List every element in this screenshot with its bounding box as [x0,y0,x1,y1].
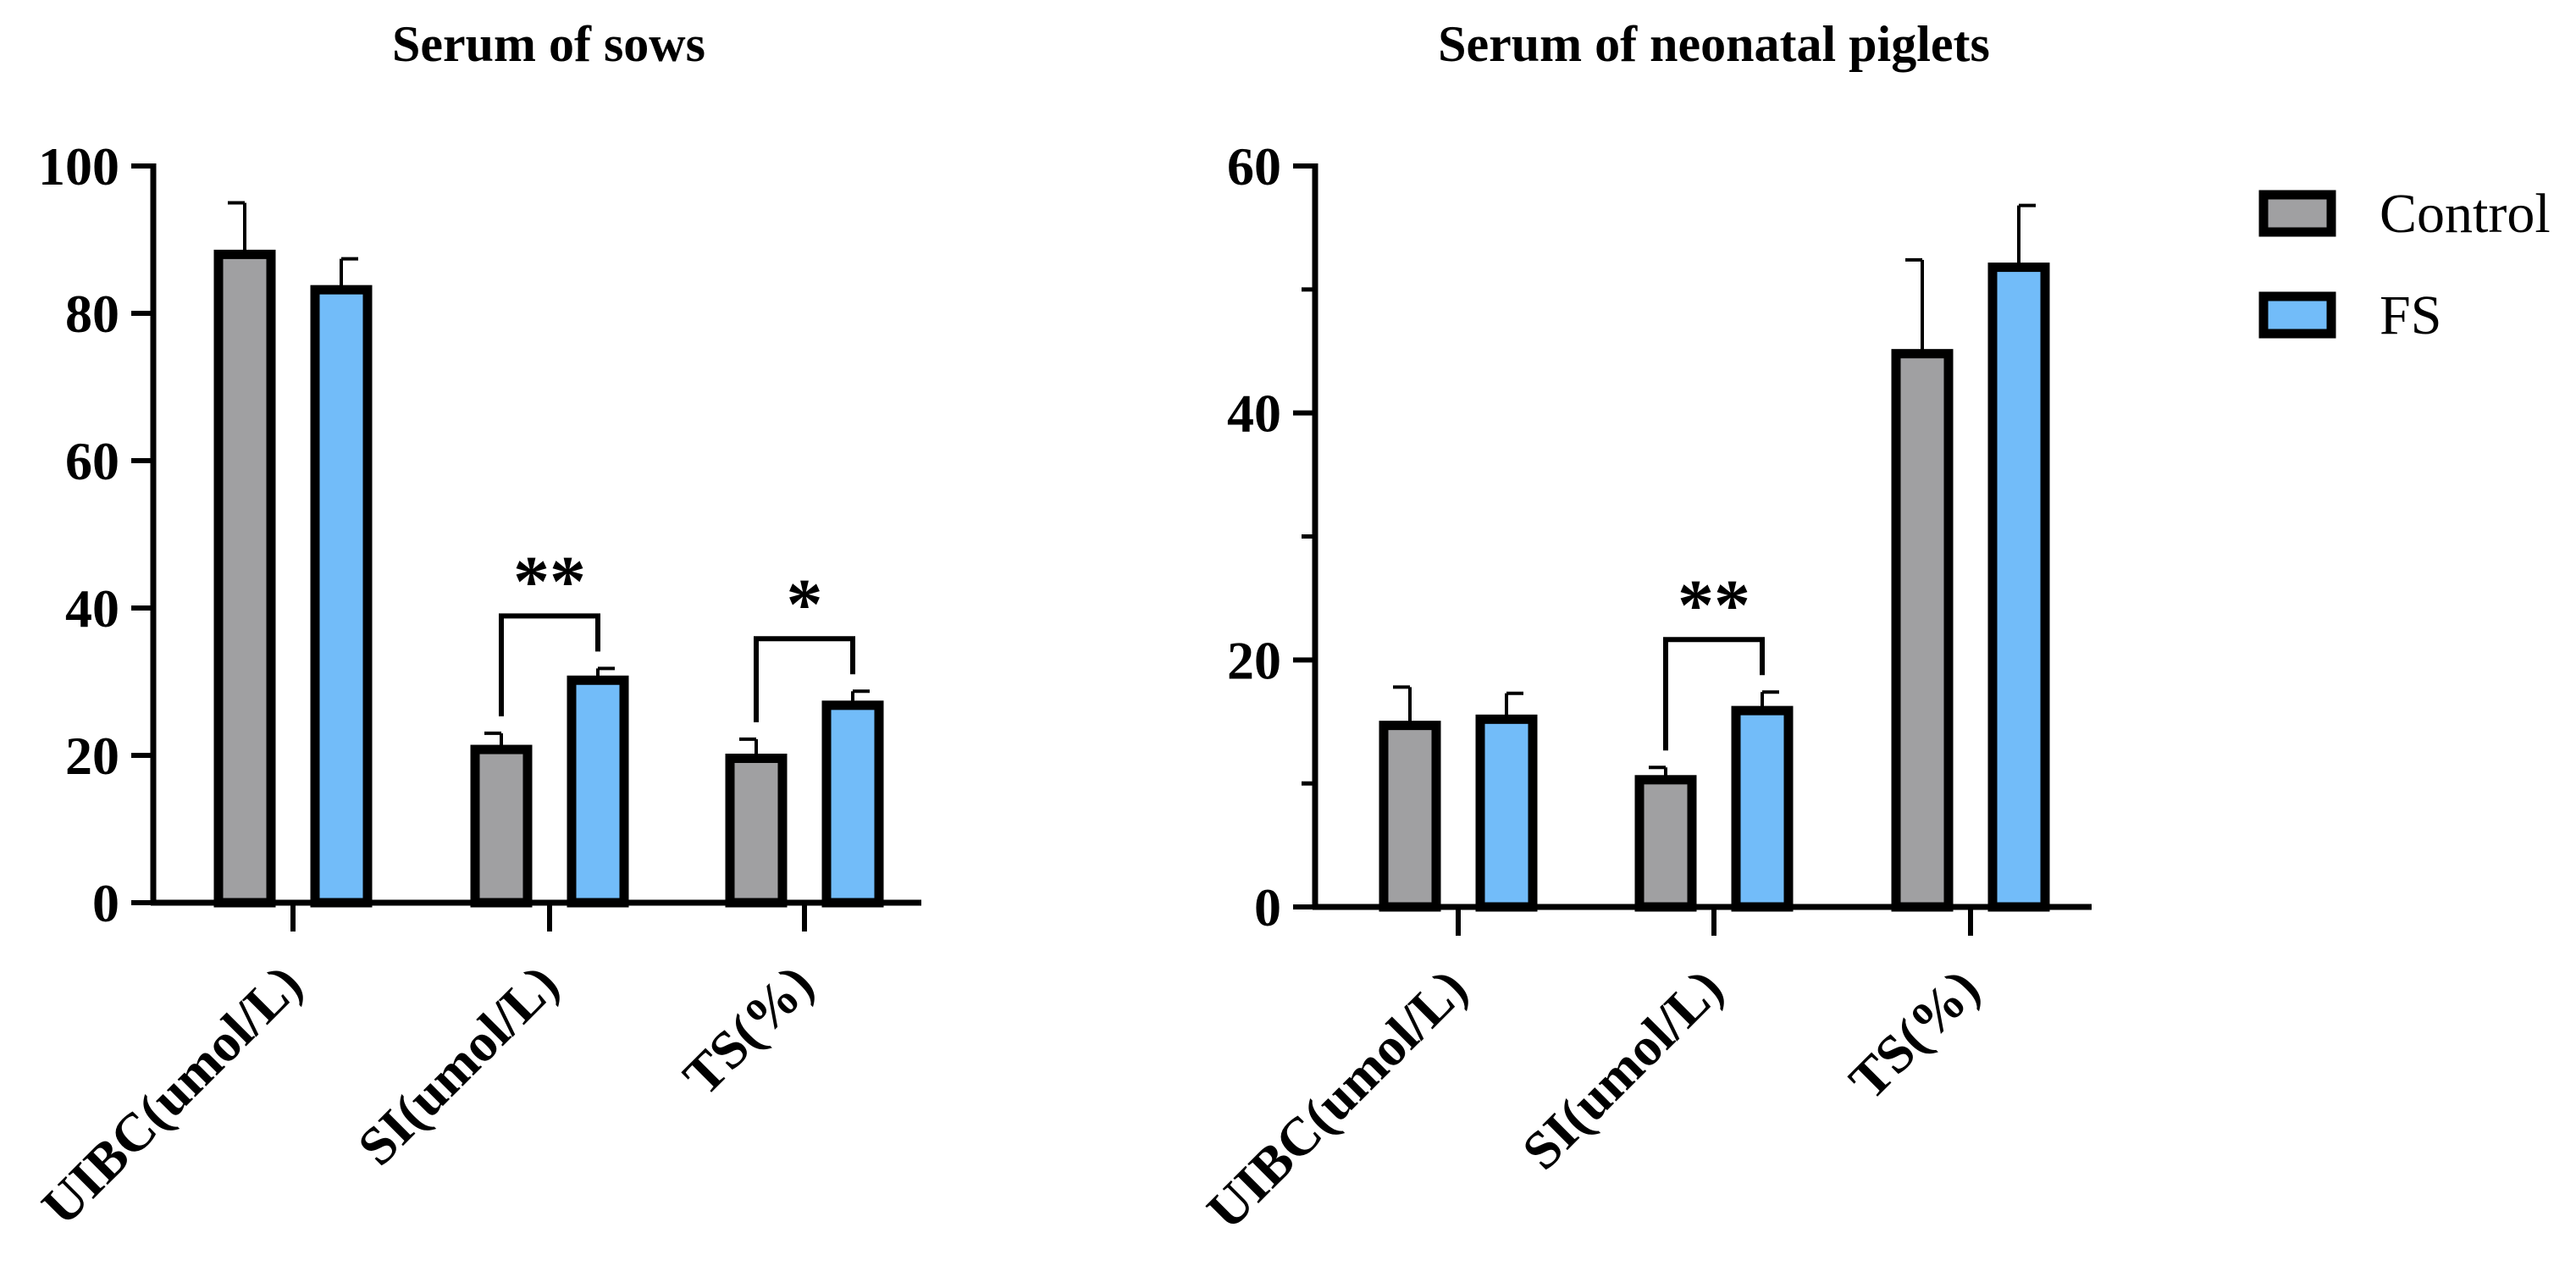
x-tick-label: SI(umol/L) [1511,958,1734,1181]
x-tick-label: SI(umol/L) [346,954,570,1177]
bar-fs [1731,705,1794,912]
chart-sows: Serum of sows** *020406080100UIBC(umol/L)… [30,16,921,1236]
legend-label-fs: FS [2380,285,2441,346]
significance-bracket [754,636,855,722]
bar-control [1634,775,1697,912]
significance-label: * [787,563,823,644]
bar-control [725,753,788,908]
bar-fs [567,675,629,908]
bar-fs [1475,714,1538,912]
bar-control [1891,349,1954,912]
y-tick-label: 80 [65,284,119,344]
x-tick-label: TS(%) [1838,958,1991,1111]
bar-fs [310,285,373,908]
y-tick-label: 20 [65,726,119,786]
bar-control [470,744,533,908]
chart-title: Serum of sows [392,16,705,72]
y-tick-label: 20 [1227,630,1281,690]
y-tick-label: 60 [1227,136,1281,196]
y-tick-label: 40 [1227,384,1281,444]
x-tick-label: UIBC(umol/L) [30,954,313,1236]
y-tick-label: 40 [65,578,119,638]
significance-label: ** [513,540,586,622]
significance-bracket [499,613,600,716]
legend: Control FS [2258,183,2551,346]
x-tick-label: UIBC(umol/L) [1196,958,1479,1241]
y-tick-label: 100 [38,136,119,196]
bar-control [213,249,276,908]
legend-swatch-control [2258,190,2336,237]
bar-control [1379,721,1441,912]
bar-fs [821,700,884,908]
y-tick-label: 0 [92,873,119,933]
x-tick-label: TS(%) [672,954,825,1107]
significance-bracket [1663,637,1765,751]
chart-title: Serum of neonatal piglets [1438,16,1990,72]
bar-fs [1987,263,2050,912]
chart-piglets: Serum of neonatal piglets ** 0 20 40 60 UIBC(u… [1196,16,2092,1241]
legend-label-control: Control [2380,183,2551,245]
significance-label: ** [1678,564,1750,645]
legend-swatch-fs [2258,291,2336,339]
y-tick-label: 60 [65,431,119,491]
y-tick-label: 0 [1254,877,1281,937]
